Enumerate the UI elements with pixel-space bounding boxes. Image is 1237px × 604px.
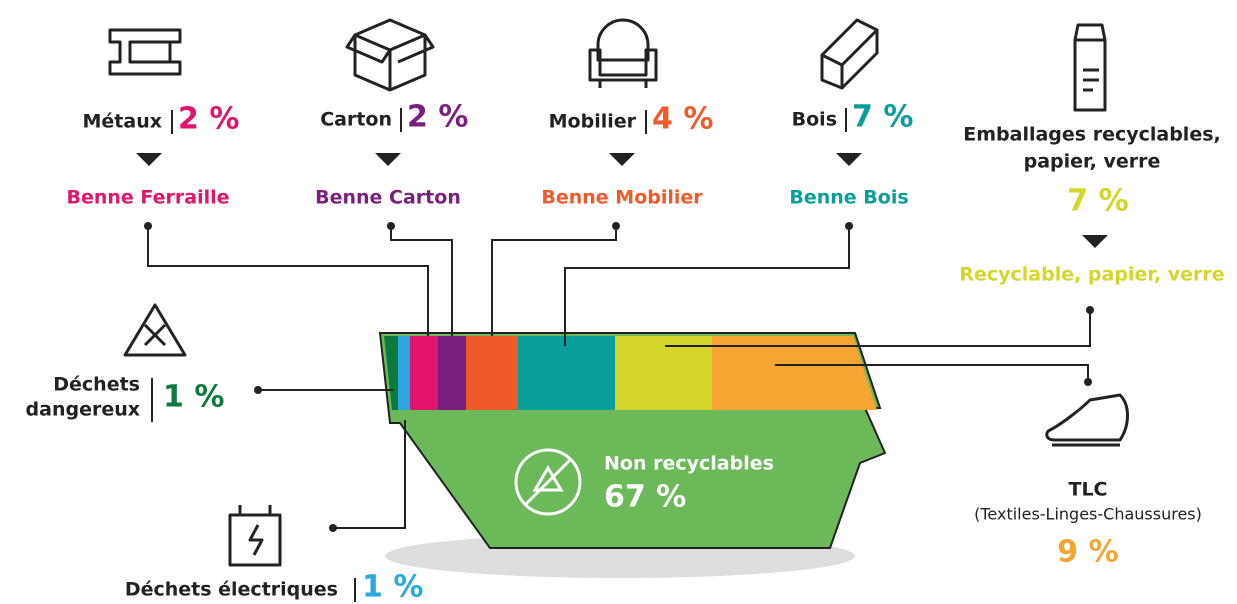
label: papier, verre [1024,151,1161,173]
arrow [836,153,862,166]
percent: 7 % [1067,184,1128,219]
percent: 7 % [852,100,913,135]
label: Carton [320,109,392,131]
arrow [609,153,635,166]
leader-dots [144,222,1094,532]
percent: 2 % [178,102,239,137]
cardboard: Carton 2 % Benne Carton [315,100,468,209]
percent: 4 % [652,102,713,137]
percent: 1 % [163,380,224,415]
label: Emballages recyclables, [963,124,1220,146]
furniture: Mobilier 4 % Benne Mobilier [541,102,713,209]
label: Déchets [53,374,140,396]
recycle-icon [514,448,582,516]
destination: Benne Carton [315,187,461,209]
label: Métaux [83,111,162,133]
arrow [136,153,162,166]
non-recyclable-percent: 67 % [604,480,686,515]
segment [466,336,518,410]
label: Mobilier [549,111,637,133]
segment [384,336,398,410]
label: TLC [1068,479,1107,501]
arrow [1082,235,1108,248]
destination: Benne Ferraille [66,187,229,209]
percent: 9 % [1057,535,1118,570]
wood: Bois 7 % Benne Bois [789,100,913,209]
hazardous: Déchets dangereux 1 % [26,374,224,422]
detail: (Textiles-Linges-Chaussures) [974,505,1202,524]
label: Déchets électriques [125,579,338,601]
destination: Benne Bois [789,187,908,209]
segment [518,336,615,410]
segment [712,336,877,410]
icons [108,18,1129,567]
percent: 2 % [407,100,468,135]
destination: Benne Mobilier [541,187,703,209]
non-recyclable-label: Non recyclables [604,453,774,475]
arrow [375,153,401,166]
textiles: TLC (Textiles-Linges-Chaussures) 9 % [974,479,1202,570]
percent: 1 % [362,570,423,604]
segment [438,336,466,410]
skip-segments [384,336,877,410]
label: dangereux [26,399,140,421]
label: Bois [792,109,837,131]
segment [410,336,438,410]
packaging: Emballages recyclables, papier, verre 7 … [959,124,1224,286]
electrical: Déchets électriques 1 % [125,570,424,604]
segment [615,336,712,410]
segment [398,336,410,410]
destination: Recyclable, papier, verre [959,264,1224,286]
metal: Métaux 2 % Benne Ferraille [66,102,239,209]
leader-lines [147,226,1091,529]
